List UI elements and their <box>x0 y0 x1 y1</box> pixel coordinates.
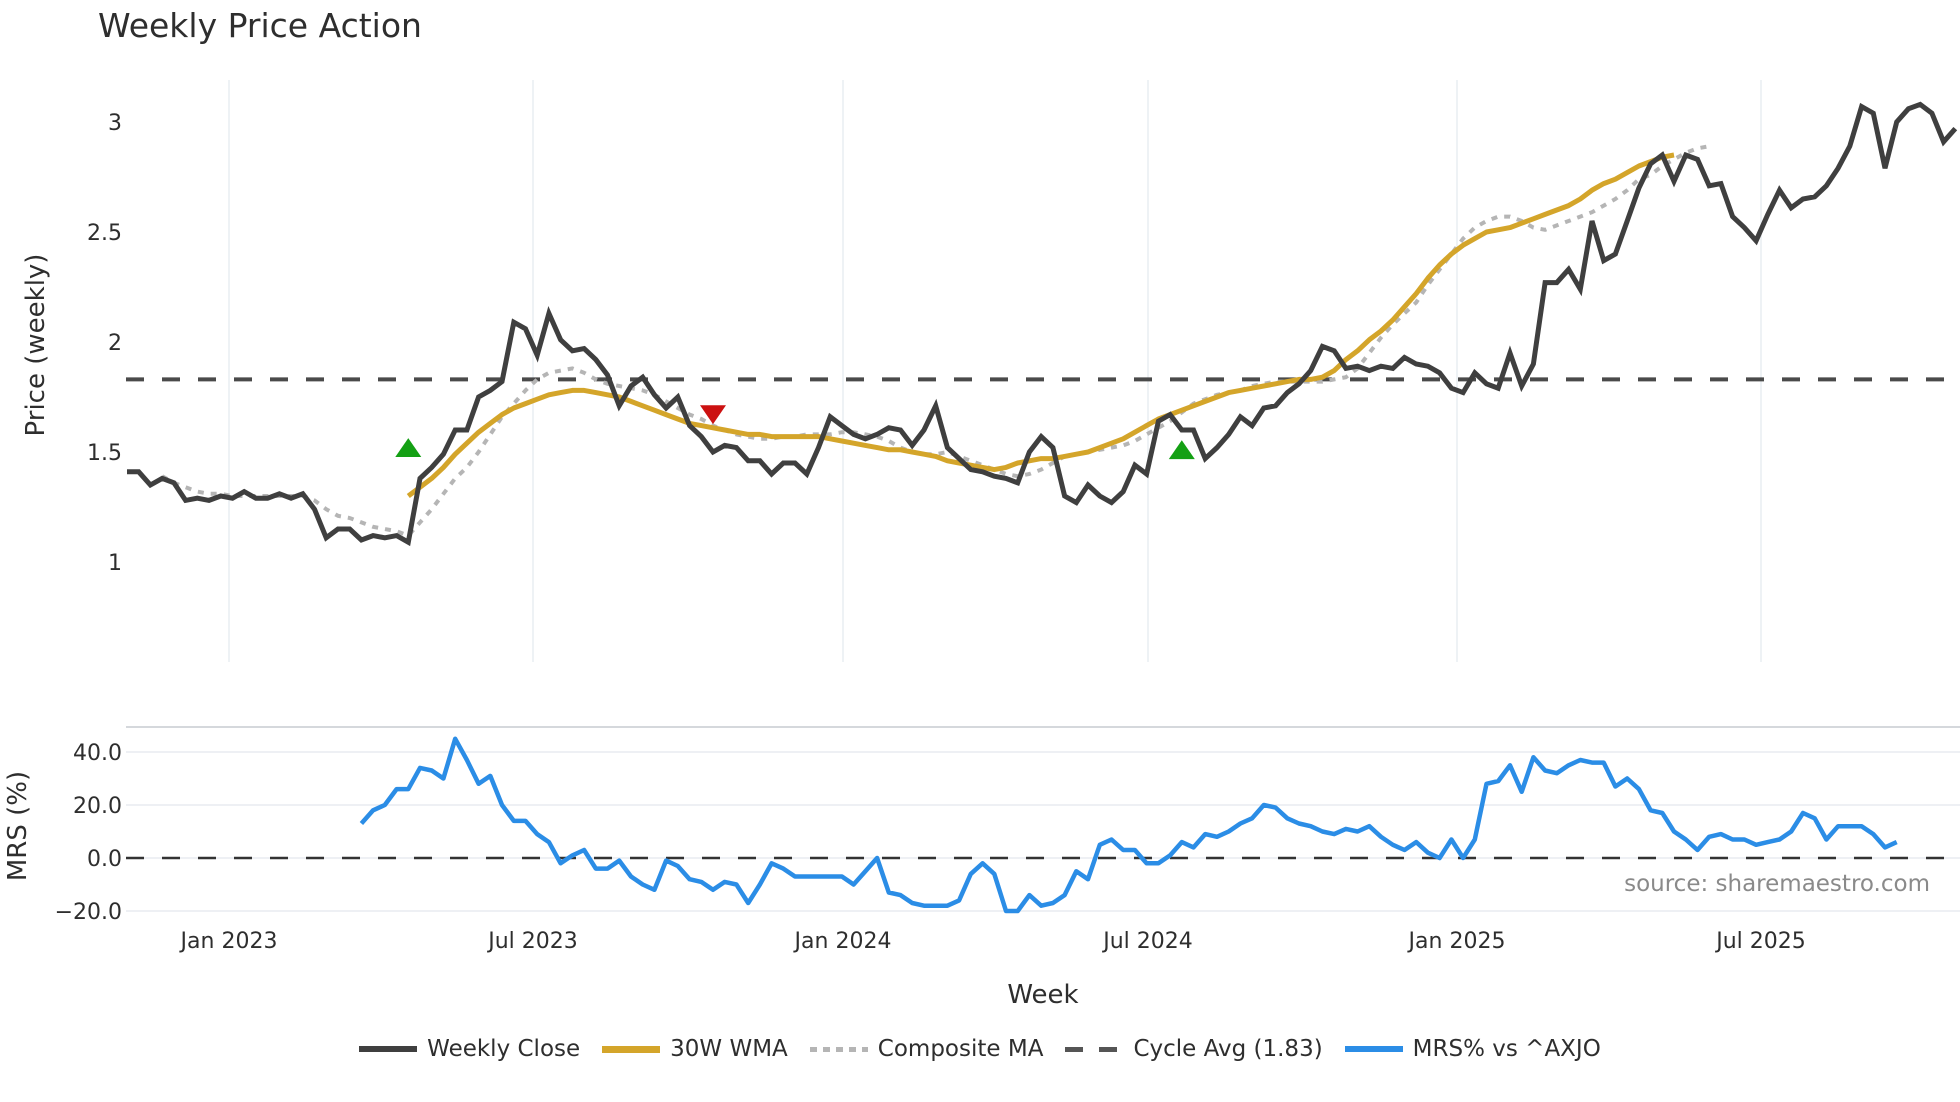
svg-text:Jan 2025: Jan 2025 <box>1407 929 1506 954</box>
buy-signal-triangle-icon <box>1168 440 1195 460</box>
composite-ma-swatch-icon <box>809 1046 868 1052</box>
wma-swatch-icon <box>602 1045 661 1053</box>
signal-markers <box>395 405 1195 460</box>
wma-30w-line <box>406 152 1675 498</box>
legend-label: 30W WMA <box>670 1036 788 1062</box>
svg-text:2.5: 2.5 <box>87 221 122 246</box>
legend-item-composite-ma[interactable]: Composite MA <box>809 1036 1044 1062</box>
svg-text:3: 3 <box>108 111 122 136</box>
legend-item-weekly-close[interactable]: Weekly Close <box>359 1036 580 1062</box>
cycle-avg-swatch-icon <box>1065 1046 1124 1052</box>
source-note: source: sharemaestro.com <box>1624 871 1930 897</box>
price-y-ticks: 1 1.5 2 2.5 3 <box>87 111 122 576</box>
legend-item-wma[interactable]: 30W WMA <box>602 1036 788 1062</box>
chart-title: Weekly Price Action <box>98 6 422 45</box>
mrs-line <box>359 736 1898 914</box>
svg-text:Jan 2024: Jan 2024 <box>793 929 892 954</box>
svg-text:Jan 2023: Jan 2023 <box>179 929 278 954</box>
mrs-swatch-icon <box>1344 1046 1403 1052</box>
weekly-close-line <box>127 101 1958 547</box>
mrs-axis-title: MRS (%) <box>3 771 33 881</box>
svg-text:2: 2 <box>108 331 122 356</box>
svg-text:1: 1 <box>108 551 122 576</box>
sell-signal-triangle-icon <box>700 405 726 425</box>
x-axis-title: Week <box>1007 980 1078 1010</box>
legend-item-mrs[interactable]: MRS% vs ^AXJO <box>1344 1036 1601 1062</box>
svg-text:Jul 2024: Jul 2024 <box>1101 929 1193 954</box>
legend-label: Weekly Close <box>427 1036 581 1062</box>
chart-canvas: 1 1.5 2 2.5 3 −20.0 0.0 20.0 40.0 Jan 2023 Jul 2… <box>3 80 1960 1010</box>
price-axis-title: Price (weekly) <box>21 254 51 437</box>
chart-legend: Weekly Close 30W WMA Composite MA Cycle … <box>0 1036 1960 1062</box>
mrs-y-ticks: −20.0 0.0 20.0 40.0 <box>55 741 122 925</box>
legend-item-cycle-avg[interactable]: Cycle Avg (1.83) <box>1065 1036 1323 1062</box>
svg-text:40.0: 40.0 <box>73 741 122 766</box>
legend-label: Composite MA <box>877 1036 1044 1062</box>
weekly-close-swatch-icon <box>359 1046 418 1052</box>
legend-label: MRS% vs ^AXJO <box>1412 1036 1601 1062</box>
svg-text:20.0: 20.0 <box>73 794 122 819</box>
buy-signal-triangle-icon <box>395 438 422 457</box>
svg-text:−20.0: −20.0 <box>55 900 122 925</box>
composite-ma-line <box>161 144 1710 538</box>
x-axis-ticks: Jan 2023 Jul 2023 Jan 2024 Jul 2024 Jan 2025… <box>179 929 1806 954</box>
svg-text:0.0: 0.0 <box>87 847 122 872</box>
svg-text:Jul 2025: Jul 2025 <box>1714 929 1806 954</box>
legend-label: Cycle Avg (1.83) <box>1133 1036 1323 1062</box>
svg-text:1.5: 1.5 <box>87 441 122 466</box>
svg-text:Jul 2023: Jul 2023 <box>486 929 578 954</box>
upper-grid <box>228 80 1762 662</box>
